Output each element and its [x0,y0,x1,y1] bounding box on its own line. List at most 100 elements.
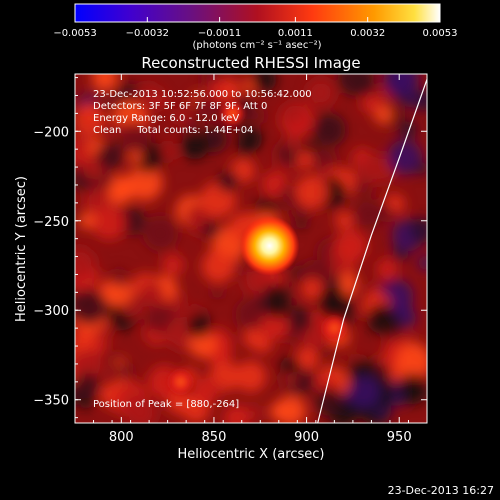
heatmap-cell [352,198,383,230]
secondary-source [218,99,247,128]
heatmap-cell [139,281,165,307]
y-tick-label: −250 [33,215,69,230]
heatmap-cell [285,328,300,343]
heatmap-cell [75,372,101,400]
heatmap-cell [75,249,82,263]
heatmap-cell [78,212,96,229]
heatmap-cell [269,402,289,422]
colorbar-ticks: −0.0053 −0.0032 −0.0011 0.0011 0.0032 0.0053 [53,17,458,39]
heatmap-cell [201,220,220,240]
heatmap-cell [357,80,376,98]
heatmap-cell [95,142,124,170]
heatmap-cell [269,301,287,319]
heatmap-cell [160,143,178,161]
x-tick-label: 900 [294,430,319,445]
colorbar-gradient [74,3,441,23]
heatmap-cell [415,161,427,175]
secondary-source [166,367,195,396]
heatmap-cell [247,107,266,125]
heatmap-cell [87,187,111,211]
heatmap-cell [188,330,217,358]
heatmap-cell [294,216,308,230]
heatmap-cell [305,350,318,363]
heatmap-cell [287,306,314,333]
heatmap-cell [396,342,427,378]
peak-source [239,215,300,276]
heatmap-cell [110,268,129,287]
heatmap-cell [279,357,301,378]
heatmap-cell [210,286,224,300]
peak-position-label: Position of Peak = [880,-264] [93,399,239,410]
heatmap-cell [142,215,179,252]
heatmap-cell [255,336,272,354]
heatmap-cell [181,132,209,160]
heatmap-cell [334,229,368,263]
heatmap-cell [91,74,119,91]
heatmap-cell [246,405,263,421]
heatmap-cell [281,101,305,126]
colorbar-unit-label: (photons cm⁻² s⁻¹ asec⁻²) [192,40,321,51]
heatmap-cell [161,253,184,276]
y-tick-label: −200 [33,125,69,140]
heatmap-cell [285,134,303,153]
heatmap-cell [418,255,427,271]
y-axis-label: Heliocentric Y (arcsec) [14,176,29,322]
x-tick-label: 800 [109,430,134,445]
annotation-time-range: 23-Dec-2013 10:52:56.000 to 10:56:42.000 [93,89,312,100]
heatmap-cell [75,289,108,325]
heatmap-image [75,74,427,423]
heatmap-cell [217,171,240,193]
heatmap-cell [400,310,417,327]
colorbar-tick-label: −0.0011 [198,28,241,39]
x-tick-label: 950 [387,430,412,445]
heatmap-cell [374,104,394,125]
heatmap-cell [237,126,263,152]
heatmap-cell [336,263,349,277]
x-tick-label: 850 [202,430,227,445]
heatmap-cell [119,122,152,155]
heatmap-cell [75,104,105,137]
heatmap-cell [75,330,96,356]
heatmap-cell [399,120,418,139]
annotation-clean-counts: Clean Total counts: 1.44E+04 [93,125,253,136]
heatmap-cell [115,362,134,380]
heatmap-cell [327,291,347,310]
heatmap-cell [384,74,418,99]
heatmap-cell [296,150,315,169]
heatmap-cell [357,155,386,185]
heatmap-cell [201,249,235,283]
heatmap-cell [306,78,335,108]
heatmap-cell [268,287,284,303]
heatmap-cell [187,313,212,338]
plot-frame [74,73,428,424]
heatmap-cell [173,108,191,125]
heatmap-cell [312,113,346,147]
heatmap-cell [210,131,223,144]
y-axis-ticks: −350 −300 −250 −200 [33,77,427,419]
x-axis-ticks: 800 850 900 950 [74,74,428,445]
heatmap-cell [335,211,354,230]
heatmap-cell [232,261,249,277]
heatmap-cell [366,303,397,334]
heatmap-cell [223,404,250,423]
heatmap-cell [282,371,298,387]
heatmap-cell [361,94,381,114]
heatmap-cell [123,395,157,423]
heatmap-cell [91,205,127,240]
y-tick-label: −300 [33,304,69,319]
colorbar-tick-label: −0.0053 [53,28,96,39]
chart-title: Reconstructed RHESSI Image [141,54,360,72]
heatmap-cell [251,74,277,92]
colorbar-tick-label: −0.0032 [126,28,169,39]
heatmap-cell [301,278,323,300]
x-axis-label: Heliocentric X (arcsec) [178,447,325,462]
heatmap-cell [377,258,398,280]
heatmap-cell [207,80,227,99]
heatmap-cell [347,376,381,409]
annotation-energy-range: Energy Range: 6.0 - 12.0 keV [93,113,239,124]
heatmap-cell [260,311,289,340]
footer-timestamp: 23-Dec-2013 16:27 [388,484,494,497]
secondary-source [320,314,349,343]
heatmap-cell [315,387,344,416]
colorbar-tick-label: 0.0011 [278,28,313,39]
